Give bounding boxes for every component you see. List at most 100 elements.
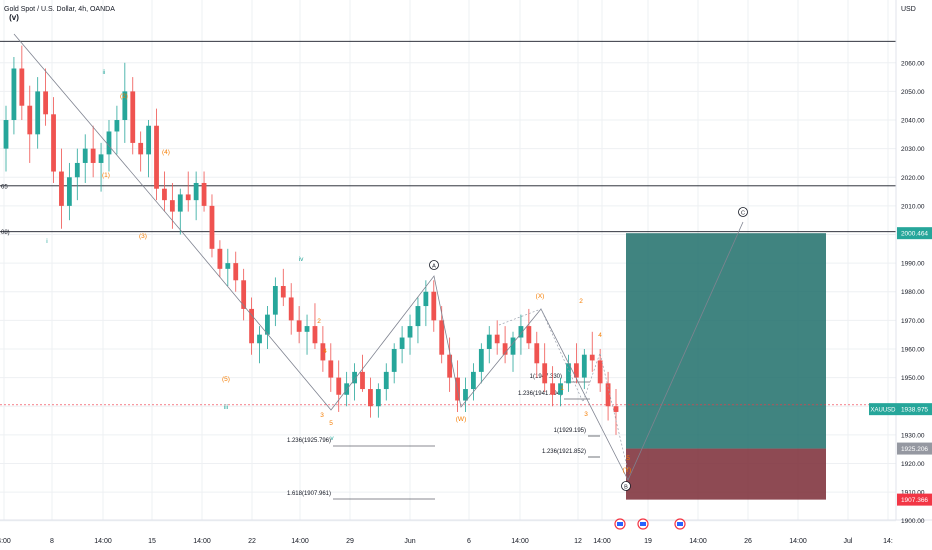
candle-body: [169, 200, 175, 212]
flag-icon: [640, 522, 646, 526]
candle-body: [11, 68, 17, 121]
price-axis-labels: 1900.001910.001920.001930.001940.001950.…: [869, 60, 932, 525]
wave-path[interactable]: [13, 33, 744, 481]
flag-icon: [677, 522, 683, 526]
candle-body: [581, 354, 587, 378]
time-axis[interactable]: 4:00 8 14:00 15 14:00 22 14:00 29 Jun 6 14:00 12 14:…: [0, 518, 932, 545]
wave-label: (3): [139, 233, 147, 240]
price-tick-label: 2030.00: [901, 146, 925, 153]
candle-body: [82, 148, 88, 163]
horizontal-levels[interactable]: 65 08): [0, 40, 896, 406]
current-price-badge: [897, 403, 932, 416]
candle-body: [265, 314, 270, 335]
candle-body: [573, 363, 579, 378]
candle-body: [383, 371, 389, 390]
time-tick-label: 14:00: [593, 538, 611, 545]
candle-body: [415, 306, 421, 327]
time-tick-label: 14:00: [291, 538, 309, 545]
wave-circle-marker: [429, 260, 439, 270]
candle-body: [550, 383, 556, 395]
cropped-level-label: 08): [1, 230, 10, 236]
cropped-level-label: 65: [1, 184, 8, 190]
entry-price-badge: [897, 442, 932, 455]
wave-label: 5: [626, 455, 630, 462]
wave-label: A: [432, 263, 436, 269]
price-tick-label: 1920.00: [901, 461, 925, 468]
candle-body: [201, 182, 207, 206]
candle-body: [162, 188, 167, 201]
price-tick-label: 2050.00: [901, 89, 925, 96]
time-tick-label: 15: [148, 538, 156, 545]
candle-body: [478, 348, 484, 372]
candle-body: [510, 337, 516, 355]
candle-body: [328, 360, 334, 378]
price-tick-label: 2010.00: [901, 203, 925, 210]
candle-body: [225, 263, 231, 269]
price-tick-label: 1910.00: [901, 490, 925, 497]
candle-body: [502, 343, 508, 355]
candle-body: [43, 91, 49, 115]
candle-body: [558, 383, 563, 395]
currency-label: USD: [901, 6, 916, 13]
candlesticks: [3, 45, 619, 435]
candle-body: [605, 383, 611, 407]
candle-body: [138, 142, 144, 155]
time-tick-label: 8: [50, 538, 54, 545]
stop-zone[interactable]: [626, 448, 826, 500]
candle-body: [90, 148, 96, 163]
candle-body: [296, 320, 302, 332]
candle-body: [154, 125, 159, 189]
wave-lines[interactable]: [13, 33, 744, 481]
sub-wave-path[interactable]: [498, 308, 629, 472]
wave-label: C: [741, 210, 745, 216]
time-tick-label: Jun: [404, 538, 415, 545]
candle-body: [304, 326, 310, 332]
price-tick-label: 2060.00: [901, 60, 925, 67]
wave-label: 3: [320, 412, 324, 419]
candle-body: [249, 308, 254, 344]
wave-label: (X): [536, 293, 545, 300]
candle-body: [193, 182, 199, 201]
target-zone[interactable]: [626, 233, 826, 449]
wave-label: (v): [9, 13, 19, 22]
candle-body: [114, 120, 120, 132]
wave-label: (4): [162, 149, 170, 156]
price-tick-label: 1960.00: [901, 346, 925, 353]
fib-level-label: 1(1929.195): [554, 428, 586, 434]
candle-body: [360, 371, 365, 390]
wave-label: 3: [584, 411, 588, 418]
candle-body: [3, 120, 9, 149]
wave-label: 1: [560, 385, 564, 392]
candle-body: [597, 360, 603, 384]
fib-level-label: 1.618(1907.961): [287, 491, 331, 497]
wave-label: iv: [299, 256, 304, 263]
candle-body: [241, 280, 247, 309]
wave-label: (W): [456, 416, 466, 423]
candle-body: [257, 334, 262, 344]
candle-body: [35, 91, 41, 135]
candle-body: [566, 363, 571, 384]
candle-body: [288, 297, 294, 321]
price-tick-label: 1950.00: [901, 375, 925, 382]
candle-body: [407, 326, 413, 338]
price-axis[interactable]: USD: [895, 0, 932, 520]
wave-label: B: [624, 484, 628, 490]
time-tick-label: 29: [346, 538, 354, 545]
symbol-badge: [869, 403, 897, 416]
candle-body: [399, 337, 405, 349]
time-tick-label: 26: [744, 538, 752, 545]
wave-label: (Y): [623, 467, 632, 474]
candle-body: [494, 334, 500, 344]
wave-label: (1): [102, 172, 110, 179]
flag-icon: [617, 522, 623, 526]
price-tick-label: 2040.00: [901, 118, 925, 125]
time-tick-label: 6: [467, 538, 471, 545]
time-tick-label: 14:00: [193, 538, 211, 545]
symbol-badge-text: XAUUSD: [870, 408, 896, 414]
wave-label: 4: [323, 348, 327, 355]
wave-circle-marker: [621, 481, 631, 491]
candle-body: [122, 91, 128, 121]
candle-body: [336, 377, 342, 395]
long-position-tool[interactable]: [626, 233, 826, 500]
